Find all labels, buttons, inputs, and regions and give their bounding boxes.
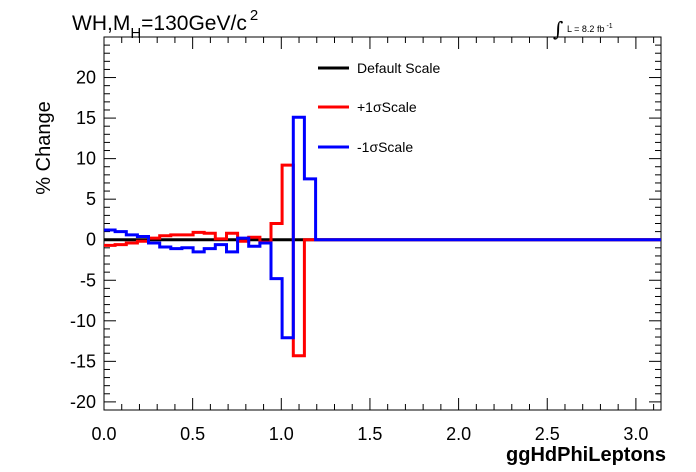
legend-label-default: Default Scale (357, 60, 440, 76)
y-tick-label: -10 (70, 311, 96, 331)
lumi-label: L = 8.2 fb -1 (567, 23, 613, 34)
y-tick-label: 0 (86, 230, 96, 250)
legend-item-minus: -1σScale (318, 139, 413, 155)
x-axis-title: ggHdPhiLeptons (506, 444, 666, 466)
x-tick-label: 1.5 (357, 424, 382, 444)
title-subscript: H (130, 25, 141, 42)
legend-label-plus: +1σScale (357, 99, 417, 115)
integral-symbol: ∫ (553, 17, 563, 41)
title-main: WH,MH=130GeV/c 2 (72, 7, 258, 42)
legend-item-plus: +1σScale (318, 99, 417, 115)
x-tick-label: 0.0 (91, 424, 116, 444)
x-tick-label: 1.0 (269, 424, 294, 444)
y-tick-label: 5 (86, 189, 96, 209)
x-tick-label: 2.5 (535, 424, 560, 444)
y-tick-label: -20 (70, 392, 96, 412)
title: WH,MH=130GeV/c 2 (72, 7, 258, 42)
series-line-minus-sigma (104, 115, 661, 340)
legend-label-minus: -1σScale (357, 139, 413, 155)
legend-item-default: Default Scale (318, 60, 440, 76)
x-tick-label: 0.5 (180, 424, 205, 444)
x-tick-label: 3.0 (623, 424, 648, 444)
lumi-annotation: ∫ L = 8.2 fb -1 (553, 17, 613, 41)
series-layer (104, 115, 661, 358)
lumi-superscript: -1 (606, 23, 612, 30)
title-rest: =130GeV/c (141, 12, 247, 35)
legend: Default Scale +1σScale -1σScale (318, 60, 440, 155)
y-tick-label: 15 (76, 108, 96, 128)
plot-frame (103, 36, 662, 411)
series-line-plus-sigma (104, 163, 661, 358)
x-tick-label: 2.0 (446, 424, 471, 444)
axes: -20 -15 -10 -5 0 5 10 15 20 0.0 0.5 1.0 1.5 2.0 2.5 3.0 (70, 37, 661, 444)
y-tick-label: -15 (70, 351, 96, 371)
y-tick-label: -5 (80, 270, 96, 290)
y-tick-label: 10 (76, 149, 96, 169)
y-axis-title: % Change (33, 101, 55, 194)
title-superscript: 2 (250, 7, 258, 24)
y-tick-label: 20 (76, 68, 96, 88)
